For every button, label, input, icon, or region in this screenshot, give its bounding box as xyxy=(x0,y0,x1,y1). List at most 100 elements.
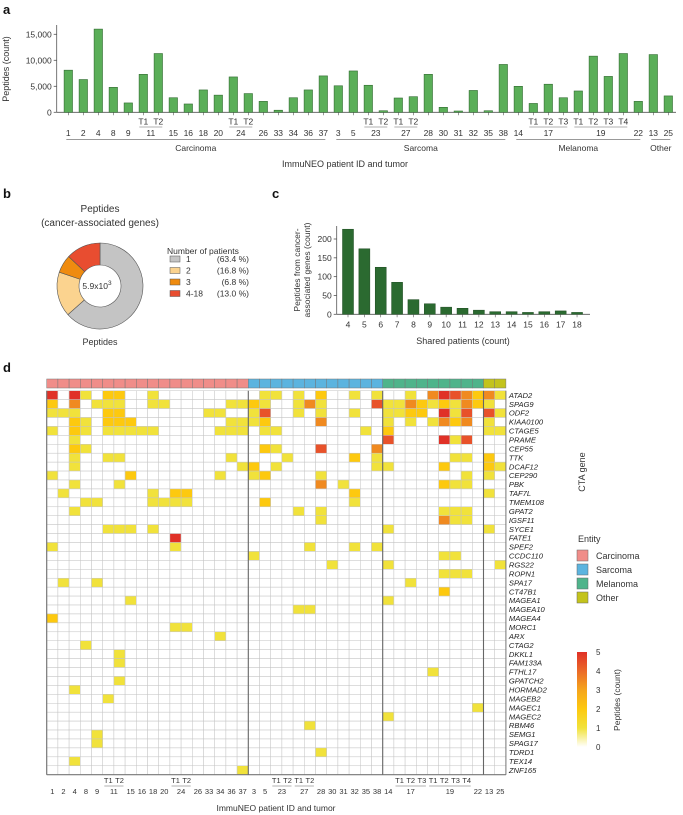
d-heatmap-cell xyxy=(180,711,193,722)
d-heatmap-cell xyxy=(236,658,249,668)
d-heatmap-cell xyxy=(382,586,395,597)
d-heatmap-cell xyxy=(80,542,92,552)
d-heatmap-cell xyxy=(337,765,350,775)
d-heatmap-cell xyxy=(371,667,383,677)
d-heatmap-cell xyxy=(124,649,137,659)
c-xlabel: Shared patients (count) xyxy=(416,336,510,346)
d-heatmap-cell xyxy=(292,452,305,463)
d-heatmap-cell xyxy=(449,390,462,400)
d-heatmap-cell xyxy=(248,551,260,561)
d-heatmap-cell xyxy=(80,488,92,499)
d-heatmap-cell xyxy=(68,551,81,561)
d-heatmap-cell xyxy=(68,756,81,767)
d-gene-label: IGSF11 xyxy=(509,516,535,525)
c-ylabel-line2: associated genes (count) xyxy=(302,222,312,317)
d-heatmap-cell xyxy=(360,577,372,588)
d-heatmap-cell xyxy=(225,694,238,704)
d-heatmap-cell xyxy=(438,390,451,400)
d-heatmap-cell xyxy=(124,551,137,561)
d-heatmap-cell xyxy=(203,560,215,570)
d-heatmap-cell xyxy=(438,738,451,749)
d-heatmap-cell xyxy=(449,649,462,659)
d-heatmap-cell xyxy=(371,461,383,472)
d-heatmap-cell xyxy=(270,658,283,668)
d-heatmap-cell xyxy=(57,676,70,686)
d-entity-annotation-cell xyxy=(91,378,103,389)
d-heatmap-cell xyxy=(483,711,495,722)
d-heatmap-cell xyxy=(236,622,249,633)
d-heatmap-cell xyxy=(292,667,305,677)
d-heatmap-cell xyxy=(214,622,227,633)
d-heatmap-cell xyxy=(292,676,305,686)
d-heatmap-cell xyxy=(348,399,361,409)
d-heatmap-cell xyxy=(449,542,462,552)
d-heatmap-cell xyxy=(180,569,193,579)
d-heatmap-cell xyxy=(292,631,305,641)
d-heatmap-cell xyxy=(427,640,439,650)
d-heatmap-cell xyxy=(427,426,439,436)
d-heatmap-cell xyxy=(494,542,507,552)
d-heatmap-cell xyxy=(113,586,126,597)
d-heatmap-cell xyxy=(337,631,350,641)
d-heatmap-cell xyxy=(416,622,428,633)
d-heatmap-cell xyxy=(203,399,215,409)
d-heatmap-cell xyxy=(169,658,182,668)
d-heatmap-cell xyxy=(259,533,271,543)
d-heatmap-cell xyxy=(158,408,171,418)
d-heatmap-cell xyxy=(393,747,406,758)
c-bar xyxy=(522,312,534,315)
d-gene-label: RGS22 xyxy=(509,561,535,570)
d-heatmap-cell xyxy=(270,586,283,597)
d-heatmap-cell xyxy=(304,515,316,525)
d-heatmap-cell xyxy=(416,417,428,427)
a-patient-label: 17 xyxy=(544,128,554,138)
d-heatmap-cell xyxy=(169,444,182,454)
d-heatmap-cell xyxy=(192,640,204,650)
d-heatmap-cell xyxy=(80,470,92,481)
d-heatmap-cell xyxy=(68,613,81,624)
d-heatmap-cell xyxy=(292,569,305,579)
d-heatmap-cell xyxy=(270,461,283,472)
d-heatmap-cell xyxy=(214,613,227,624)
d-heatmap-cell xyxy=(438,765,451,775)
d-heatmap-cell xyxy=(68,417,81,427)
d-heatmap-cell xyxy=(91,399,103,409)
d-heatmap-cell xyxy=(147,506,159,516)
d-patient-label: 17 xyxy=(407,787,415,796)
d-heatmap-cell xyxy=(360,569,372,579)
d-patient-label: 26 xyxy=(194,787,202,796)
d-heatmap-cell xyxy=(248,676,260,686)
d-heatmap-cell xyxy=(404,649,417,659)
d-heatmap-cell xyxy=(292,408,305,418)
d-heatmap-cell xyxy=(169,756,182,767)
d-heatmap-cell xyxy=(158,738,171,749)
d-heatmap-cell xyxy=(124,408,137,418)
d-heatmap-cell xyxy=(404,738,417,749)
d-heatmap-cell xyxy=(46,685,59,695)
d-heatmap-cell xyxy=(326,470,339,481)
d-heatmap-cell xyxy=(270,479,283,490)
d-heatmap-cell xyxy=(315,738,327,749)
d-heatmap-cell xyxy=(371,515,383,525)
d-heatmap-cell xyxy=(192,470,204,481)
d-heatmap-cell xyxy=(348,560,361,570)
d-heatmap-cell xyxy=(483,533,495,543)
d-heatmap-cell xyxy=(371,435,383,445)
d-heatmap-cell xyxy=(214,729,227,740)
d-heatmap-cell xyxy=(270,649,283,659)
d-heatmap-cell xyxy=(192,515,204,525)
d-heatmap-cell xyxy=(494,515,507,525)
d-heatmap-cell xyxy=(192,461,204,472)
a-patient-label: 31 xyxy=(454,128,464,138)
d-heatmap-cell xyxy=(91,676,103,686)
d-heatmap-cell xyxy=(124,461,137,472)
d-heatmap-cell xyxy=(158,756,171,767)
d-heatmap-cell xyxy=(460,497,473,508)
d-heatmap-cell xyxy=(180,479,193,490)
d-heatmap-cell xyxy=(304,479,316,490)
d-heatmap-cell xyxy=(326,577,339,588)
d-heatmap-cell xyxy=(225,470,238,481)
b-legend-swatch xyxy=(169,278,181,286)
d-heatmap-cell xyxy=(270,533,283,543)
d-heatmap-cell xyxy=(180,649,193,659)
